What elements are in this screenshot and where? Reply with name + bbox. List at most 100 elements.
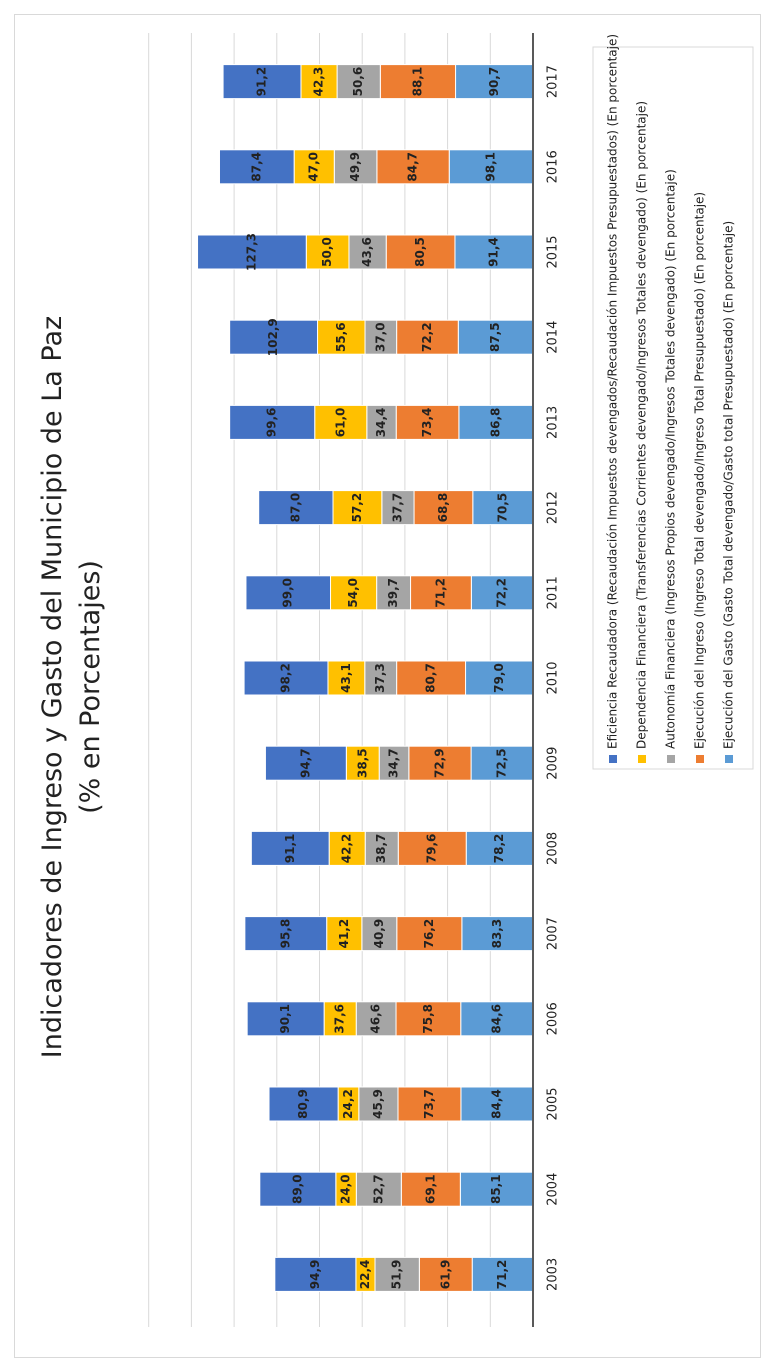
data-label: 79,0 [492,663,506,693]
data-label: 73,4 [420,408,434,438]
legend-entry: Dependencia Financiera (Transferencias C… [635,101,649,749]
category-label: 2015 [546,235,561,268]
data-label: 98,2 [279,663,293,693]
data-label: 84,7 [406,152,420,182]
data-label: 50,0 [320,237,334,267]
legend-swatch [609,755,617,763]
data-label: 83,3 [490,919,504,949]
bar-segment [268,1086,339,1122]
data-label: 68,8 [436,493,450,523]
data-label: 87,5 [488,322,502,352]
data-label: 70,5 [495,493,509,523]
data-label: 24,0 [339,1174,353,1204]
data-label: 87,0 [288,493,302,523]
data-label: 78,2 [492,834,506,864]
data-label: 102,9 [266,318,280,356]
data-label: 46,6 [369,1004,383,1034]
category-label: 2009 [546,747,561,780]
bar-segment [244,916,328,952]
legend-entry: Eficiencia Recaudadora (Recaudación Impu… [606,34,620,749]
data-label: 71,2 [433,578,447,608]
category-label: 2004 [546,1173,561,1206]
data-label: 79,6 [425,834,439,864]
data-label: 88,1 [410,67,424,97]
category-label: 2014 [546,321,561,354]
bar-segment [274,1256,357,1292]
data-label: 85,1 [489,1174,503,1204]
category-label: 2006 [546,1002,561,1035]
data-label: 90,1 [278,1004,292,1034]
data-label: 86,8 [488,408,502,438]
data-label: 42,3 [312,67,326,97]
category-label: 2011 [546,576,561,609]
category-label: 2008 [546,832,561,865]
bar-segment [229,319,319,355]
data-label: 37,0 [373,322,387,352]
category-label: 2013 [546,406,561,439]
data-label: 34,7 [387,748,401,778]
data-label: 99,6 [265,408,279,438]
data-label: 55,6 [334,322,348,352]
bar-segment [218,149,295,185]
data-label: 99,0 [281,578,295,608]
data-label: 52,7 [371,1174,385,1204]
category-label: 2010 [546,661,561,694]
data-label: 91,1 [283,834,297,864]
data-label: 91,2 [255,67,269,97]
data-label: 84,6 [489,1004,503,1034]
data-label: 95,8 [278,919,292,949]
data-label: 37,6 [333,1004,347,1034]
data-label: 87,4 [249,152,263,182]
category-label: 2012 [546,491,561,524]
bar-segment [258,490,334,526]
data-label: 51,9 [390,1260,404,1290]
legend-swatch [667,755,675,763]
category-label: 2007 [546,917,561,950]
category-axis: 2003 2004 2005 2006 2007 2008 2009 2010 2011 2012… [532,33,561,1327]
data-label: 41,2 [337,919,351,949]
data-label: 94,9 [308,1260,322,1290]
data-label: 94,7 [298,748,312,778]
data-label: 61,9 [438,1260,452,1290]
legend-box [592,46,754,770]
chart-title: Indicadores de Ingreso y Gasto del Munic… [37,316,68,1058]
data-label: 43,6 [360,237,374,267]
category-label: 2017 [546,65,561,98]
data-label: 71,2 [495,1260,509,1290]
legend-swatch [696,755,704,763]
data-label: 40,9 [372,919,386,949]
bar-segment [243,660,329,696]
category-label: 2005 [546,1087,561,1120]
data-label: 80,7 [424,663,438,693]
bar-segment [222,64,302,100]
data-label: 49,9 [348,152,362,182]
data-label: 34,4 [374,408,388,438]
data-label: 39,7 [386,578,400,608]
data-label: 72,2 [495,578,509,608]
legend-entry: Ejecución del Gasto (Gasto Total devenga… [722,221,736,749]
bars: 71,2 61,9 51,9 22,4 94,9 85,1 69,1 52,7 24,0 89,0… [197,64,534,1292]
data-label: 80,5 [413,237,427,267]
data-label: 54,0 [346,578,360,608]
data-label: 47,0 [307,152,321,182]
data-label: 76,2 [422,919,436,949]
legend-entry: Autonomía Financiera (Ingresos Propios d… [664,169,678,749]
legend-entry: Ejecución del Ingreso (Ingreso Total dev… [693,192,707,749]
data-label: 72,5 [495,748,509,778]
data-label: 61,0 [333,408,347,438]
bar-segment [250,830,330,866]
data-label: 43,1 [339,663,353,693]
data-label: 72,2 [420,322,434,352]
data-label: 73,7 [422,1089,436,1119]
bar-segment [259,1171,337,1207]
data-label: 90,7 [487,67,501,97]
data-label: 91,4 [486,237,500,267]
data-label: 75,8 [421,1004,435,1034]
bar-segment [229,404,316,440]
stacked-bar-chart: 71,2 61,9 51,9 22,4 94,9 85,1 69,1 52,7 24,0 89,0… [37,33,754,1327]
data-label: 84,4 [489,1089,503,1119]
data-label: 80,9 [296,1089,310,1119]
data-label: 38,5 [355,748,369,778]
category-label: 2016 [546,150,561,183]
data-label: 24,2 [341,1089,355,1119]
